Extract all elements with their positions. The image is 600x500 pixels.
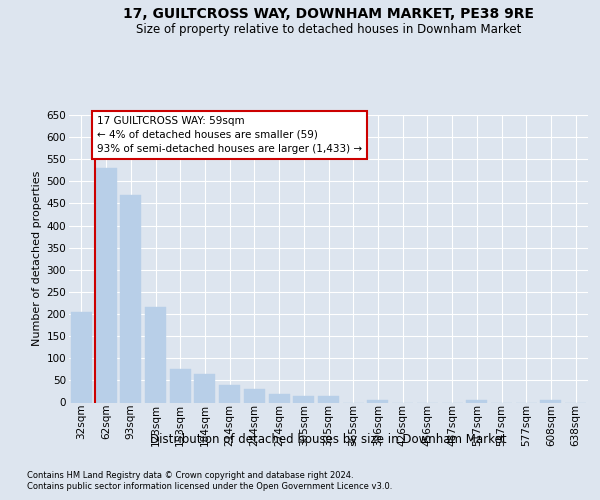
Bar [219, 385, 240, 402]
Bar [244, 389, 265, 402]
Text: Contains public sector information licensed under the Open Government Licence v3: Contains public sector information licen… [27, 482, 392, 491]
Bar [194, 374, 215, 402]
Bar [367, 400, 388, 402]
Bar [120, 194, 141, 402]
Bar [95, 168, 116, 402]
Bar [145, 308, 166, 402]
Bar [466, 400, 487, 402]
Bar [541, 400, 562, 402]
Bar [293, 396, 314, 402]
Bar [170, 370, 191, 402]
Text: 17 GUILTCROSS WAY: 59sqm
← 4% of detached houses are smaller (59)
93% of semi-de: 17 GUILTCROSS WAY: 59sqm ← 4% of detache… [97, 116, 362, 154]
Text: 17, GUILTCROSS WAY, DOWNHAM MARKET, PE38 9RE: 17, GUILTCROSS WAY, DOWNHAM MARKET, PE38… [124, 8, 534, 22]
Y-axis label: Number of detached properties: Number of detached properties [32, 171, 43, 346]
Text: Size of property relative to detached houses in Downham Market: Size of property relative to detached ho… [136, 22, 521, 36]
Text: Contains HM Land Registry data © Crown copyright and database right 2024.: Contains HM Land Registry data © Crown c… [27, 471, 353, 480]
Bar [71, 312, 92, 402]
Bar [269, 394, 290, 402]
Bar [318, 396, 339, 402]
Text: Distribution of detached houses by size in Downham Market: Distribution of detached houses by size … [151, 432, 507, 446]
